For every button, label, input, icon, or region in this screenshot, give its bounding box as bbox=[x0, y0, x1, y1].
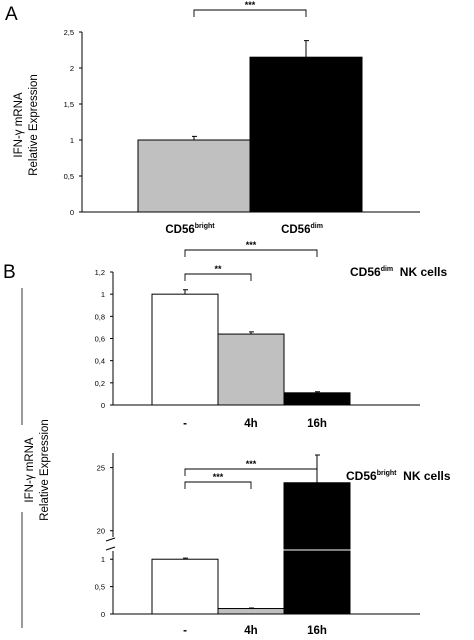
panel-b-bottom-sig-label-0: *** bbox=[213, 472, 224, 482]
panel-b-top-category-1: 4h bbox=[244, 418, 257, 430]
panel-b-top-error-0 bbox=[183, 289, 188, 295]
panel-b-bottom-error-1 bbox=[249, 607, 254, 609]
panel-b-bottom-ytick-label-4: 25 bbox=[97, 464, 105, 473]
panel-letter-a: A bbox=[5, 4, 18, 25]
panel-a-ytick-label-0: 0 bbox=[70, 208, 74, 217]
panel-b-top-ytick-label-3: 0,6 bbox=[95, 335, 105, 344]
panel-a-sig-bracket-0 bbox=[193, 9, 307, 17]
panel-b-top-ytick-label-4: 0,8 bbox=[95, 312, 105, 321]
panel-b-bottom-sig-bracket-1 bbox=[184, 468, 318, 476]
panel-b-bottom-category-0: - bbox=[183, 625, 187, 637]
panel-b-bottom-bar-2-upper bbox=[283, 482, 351, 550]
panel-a-ytick-label-1: 0,5 bbox=[64, 172, 74, 181]
panel-b-top-ytick-label-5: 1 bbox=[101, 290, 105, 299]
panel-a-error-0 bbox=[192, 135, 197, 140]
panel-a-bar-0 bbox=[137, 139, 251, 213]
panel-a-error-1 bbox=[304, 40, 309, 58]
panel-a-ylabel: IFN-γ mRNA Relative Expression bbox=[13, 74, 40, 176]
panel-b-top-bar-0 bbox=[151, 293, 219, 406]
panel-a-sig-label-0: *** bbox=[245, 0, 256, 10]
panel-b-top-sig-label-1: *** bbox=[246, 240, 257, 250]
panel-b-bottom-error-0 bbox=[183, 557, 188, 560]
panel-b-top-sig-bracket-0 bbox=[184, 273, 252, 281]
panel-b-bottom-title: CD56bright NK cells bbox=[346, 469, 451, 483]
panel-letter-b: B bbox=[3, 262, 16, 283]
panel-b-ylabel-line2: Relative Expression bbox=[39, 419, 51, 521]
panel-b-bottom-axis-break-mark bbox=[105, 537, 116, 551]
panel-b-bottom-ytick-label-0: 0 bbox=[101, 610, 105, 619]
panel-a-ytick-label-4: 2 bbox=[70, 64, 74, 73]
panel-a-ytick-label-2: 1 bbox=[70, 136, 74, 145]
panel-b-bottom-ytick-label-3: 20 bbox=[97, 527, 105, 536]
panel-a-ylabel-line2: Relative Expression bbox=[28, 74, 40, 176]
panel-b-top-ytick-label-1: 0,2 bbox=[95, 379, 105, 388]
panel-b-top-sig-bracket-1 bbox=[184, 249, 318, 257]
panel-b-top-title: CD56dim NK cells bbox=[350, 265, 447, 279]
panel-b-ylabel: IFN-γ mRNA Relative Expression bbox=[21, 288, 51, 628]
chart-a: 0 0,5 1 1,5 2 2,5 CD56bright CD56dim *** bbox=[64, 0, 420, 236]
panel-b-bottom-category-2: 16h bbox=[307, 625, 327, 637]
panel-b-bottom-sig-label-1: *** bbox=[246, 459, 257, 469]
panel-b-top-ytick-label-6: 1,2 bbox=[95, 268, 105, 277]
panel-b-top-ytick-label-0: 0 bbox=[101, 401, 105, 410]
panel-b-top-ytick-label-2: 0,4 bbox=[95, 357, 105, 366]
panel-a-ylabel-line1: IFN-γ mRNA bbox=[13, 92, 25, 157]
chart-b-top: 00,20,40,60,811,2- 4h 16h*****CD56dim NK c… bbox=[95, 240, 448, 430]
panel-b-bottom-sig-bracket-0 bbox=[184, 481, 252, 489]
panel-a-category-0: CD56bright bbox=[165, 223, 215, 236]
panel-b-bottom-ytick-label-2: 1 bbox=[101, 555, 105, 564]
panel-b-ylabel-line1: IFN-γ mRNA bbox=[24, 437, 36, 502]
panel-b-top-sig-label-0: ** bbox=[214, 264, 222, 274]
panel-a-ytick-label-3: 1,5 bbox=[64, 100, 74, 109]
panel-b-top-bar-2 bbox=[283, 392, 351, 406]
panel-a-category-1: CD56dim bbox=[281, 223, 323, 236]
panel-b-top-category-2: 16h bbox=[307, 418, 327, 430]
panel-a-ytick-label-5: 2,5 bbox=[64, 28, 74, 37]
panel-b-bottom-ytick-label-1: 0,5 bbox=[95, 583, 105, 592]
panel-b-top-error-1 bbox=[249, 331, 254, 335]
panel-a-bar-1 bbox=[249, 56, 363, 213]
panel-b-bottom-bar-1 bbox=[217, 608, 285, 615]
panel-b-top-category-0: - bbox=[183, 418, 187, 430]
chart-b-bottom: 0 0,5 1 20 25 - 4h 16h *** *** CD56bright NK cells bbox=[95, 453, 451, 637]
panel-b-top-bar-1 bbox=[217, 333, 285, 406]
panel-b-top-error-2 bbox=[315, 391, 320, 393]
panel-b-bottom-bar-2-lower bbox=[283, 550, 351, 615]
panel-b-bottom-category-1: 4h bbox=[244, 625, 257, 637]
panel-b-bottom-bar-0 bbox=[151, 558, 219, 615]
